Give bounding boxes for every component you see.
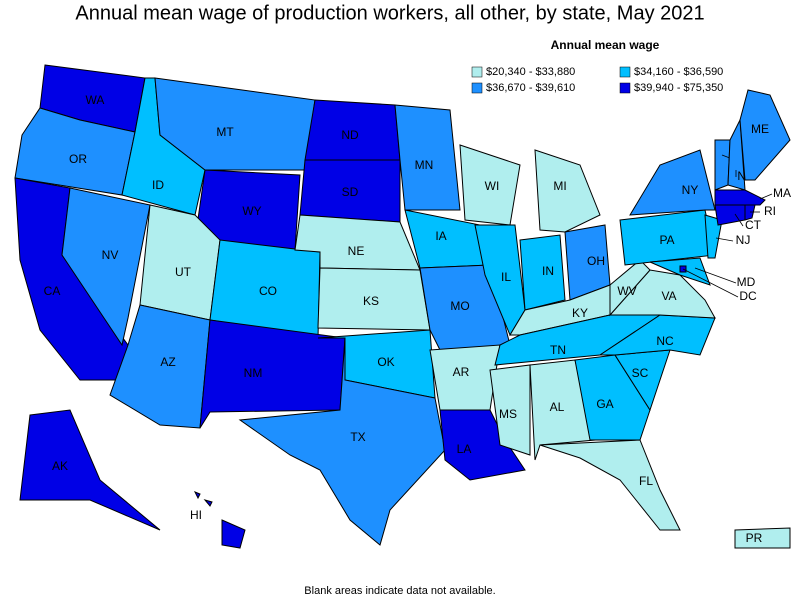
state-label: NM xyxy=(244,366,263,380)
state-label: VA xyxy=(661,289,676,303)
legend-label: $39,940 - $75,350 xyxy=(634,82,723,94)
state xyxy=(609,259,651,317)
state-label: IL xyxy=(501,270,511,284)
state xyxy=(519,234,566,311)
state-label: HI xyxy=(190,508,202,522)
state-label: ME xyxy=(751,122,769,136)
state-label: AZ xyxy=(160,355,175,369)
state-label: OK xyxy=(377,355,394,369)
state-label: KY xyxy=(572,306,588,320)
state xyxy=(439,409,526,481)
state-label: WA xyxy=(86,93,105,107)
leader-line xyxy=(734,213,744,227)
state-label: SD xyxy=(342,185,359,199)
state-label: MO xyxy=(450,299,469,313)
state-label: PR xyxy=(746,531,763,545)
state xyxy=(744,204,756,221)
state-label: RI xyxy=(764,204,776,218)
state-label: NY xyxy=(682,183,699,197)
title: Annual mean wage of production workers, … xyxy=(75,2,704,24)
state-label: NC xyxy=(656,334,674,348)
state xyxy=(534,149,601,233)
state xyxy=(704,214,723,259)
state-label: MA xyxy=(773,186,791,200)
state xyxy=(734,527,791,549)
legend-swatch xyxy=(619,82,631,94)
state-label: OR xyxy=(69,152,87,166)
state xyxy=(199,319,346,429)
state-label: NV xyxy=(102,248,119,262)
state xyxy=(19,409,161,531)
state-label: WI xyxy=(485,179,500,193)
state-label: GA xyxy=(596,397,613,411)
state xyxy=(193,491,246,549)
state-label: CA xyxy=(44,284,61,298)
state-label: ID xyxy=(152,178,164,192)
state-label: CT xyxy=(745,218,762,232)
legend-title: Annual mean wage xyxy=(551,38,660,52)
state-label: NJ xyxy=(736,233,751,247)
state-label: MN xyxy=(415,158,434,172)
state xyxy=(739,89,791,181)
state xyxy=(629,149,716,216)
state xyxy=(539,439,681,531)
state xyxy=(574,354,651,441)
state-label: SC xyxy=(632,366,649,380)
state xyxy=(394,104,461,211)
state-label: CO xyxy=(259,284,277,298)
state-label: MS xyxy=(499,407,517,421)
state-label: OH xyxy=(587,254,605,268)
state xyxy=(154,77,316,171)
state-label: AL xyxy=(550,400,565,414)
state-label: MI xyxy=(553,179,566,193)
legend-swatch xyxy=(619,66,631,78)
state-label: IA xyxy=(435,229,446,243)
leader-line xyxy=(694,267,737,284)
state xyxy=(238,337,446,546)
state-label: WV xyxy=(617,284,636,298)
state xyxy=(714,189,766,206)
state xyxy=(61,187,151,347)
state-label: LA xyxy=(457,442,472,456)
legend-swatch xyxy=(471,82,483,94)
state-label: WY xyxy=(242,204,261,218)
state-label: MT xyxy=(216,125,234,139)
state-label: ND xyxy=(341,128,359,142)
legend-swatch xyxy=(471,66,483,78)
state-label: FL xyxy=(639,474,653,488)
leader-line xyxy=(759,193,773,200)
state-label: TX xyxy=(350,430,365,444)
leader-line xyxy=(682,268,739,298)
legend-label: $34,160 - $36,590 xyxy=(634,66,723,78)
state-label: PA xyxy=(659,233,674,247)
state xyxy=(529,359,596,461)
state-label: TN xyxy=(550,343,566,357)
state-label: IN xyxy=(542,264,554,278)
state-label: UT xyxy=(175,265,192,279)
state-label: DC xyxy=(739,289,757,303)
leader-line xyxy=(715,237,734,242)
state-label: MD xyxy=(737,275,756,289)
legend-label: $20,340 - $33,880 xyxy=(486,66,575,78)
footnote: Blank areas indicate data not available. xyxy=(304,585,495,597)
state-label: NE xyxy=(348,244,365,258)
legend-label: $36,670 - $39,610 xyxy=(486,82,575,94)
state-label: AK xyxy=(52,459,68,473)
state-label: KS xyxy=(363,294,379,308)
state-label: AR xyxy=(453,365,470,379)
state xyxy=(489,364,531,456)
